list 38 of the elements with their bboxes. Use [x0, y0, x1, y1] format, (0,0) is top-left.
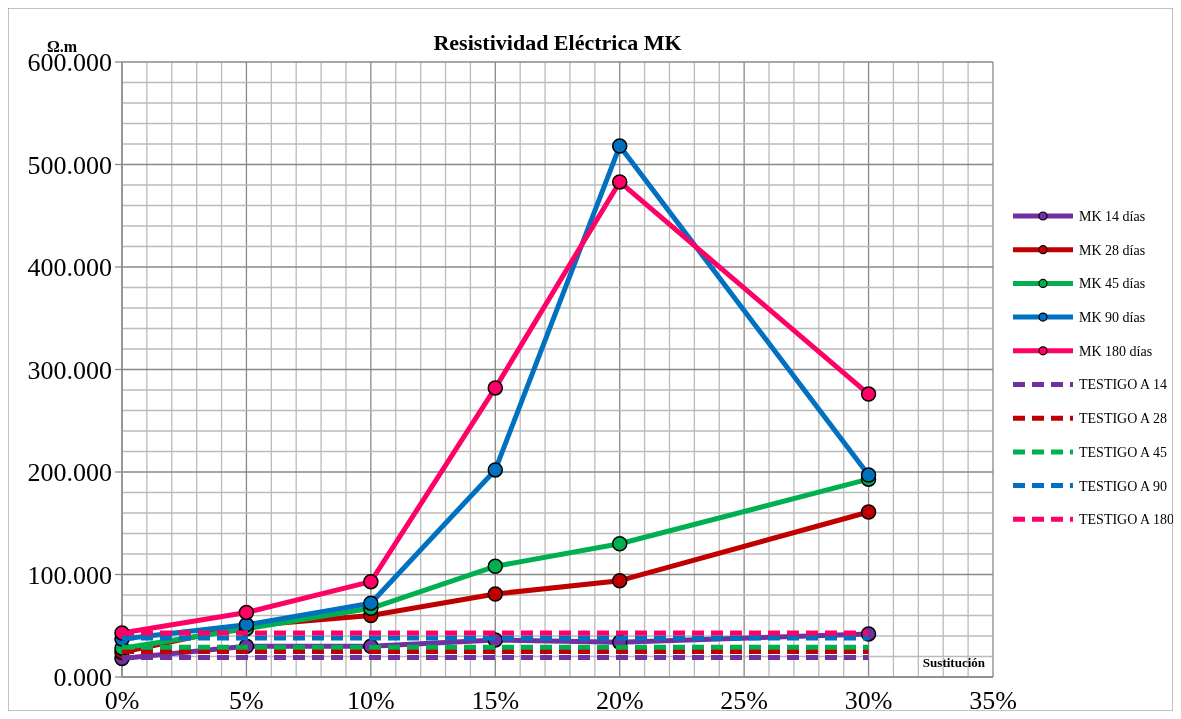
legend-label: TESTIGO A 14: [1079, 377, 1167, 393]
x-axis-title: Sustitución: [922, 655, 986, 670]
y-tick-label: 100.000: [27, 560, 112, 590]
x-tick-label: 15%: [471, 686, 520, 715]
x-tick-label: 20%: [595, 686, 644, 715]
point: [860, 467, 877, 483]
y-tick-label: 300.000: [27, 355, 112, 385]
point: [487, 558, 504, 575]
legend-label: MK 28 días: [1079, 242, 1146, 258]
x-tick-label: 5%: [229, 686, 264, 715]
legend-label: TESTIGO A 90: [1079, 478, 1167, 494]
chart-title: Resistividad Eléctrica MK: [433, 30, 682, 55]
y-tick-label: 400.000: [27, 253, 112, 283]
point: [363, 573, 379, 590]
y-tick-label: 500.000: [27, 150, 112, 180]
legend-label: MK 45 días: [1079, 276, 1146, 292]
legend-label: TESTIGO A 45: [1079, 444, 1167, 460]
x-tick-label: 10%: [347, 686, 395, 715]
legend-label: MK 14 días: [1079, 208, 1146, 224]
point: [611, 572, 628, 589]
point: [487, 586, 504, 602]
x-tick-label: 35%: [969, 686, 1017, 715]
point: [487, 462, 504, 478]
x-tick-label: 25%: [720, 686, 768, 715]
point: [860, 504, 877, 520]
legend-label: MK 180 días: [1079, 343, 1153, 359]
legend-label: MK 90 días: [1079, 310, 1146, 325]
legend-label: TESTIGO A 180: [1079, 512, 1174, 528]
y-tick-label: 200.000: [27, 458, 112, 488]
x-tick-label: 30%: [844, 686, 893, 715]
point: [487, 380, 504, 396]
point: [611, 536, 628, 552]
point: [611, 174, 628, 190]
point: [363, 595, 379, 611]
point: [238, 604, 255, 621]
point: [611, 138, 628, 154]
point: [860, 386, 877, 402]
legend-label: TESTIGO A 28: [1079, 411, 1167, 427]
